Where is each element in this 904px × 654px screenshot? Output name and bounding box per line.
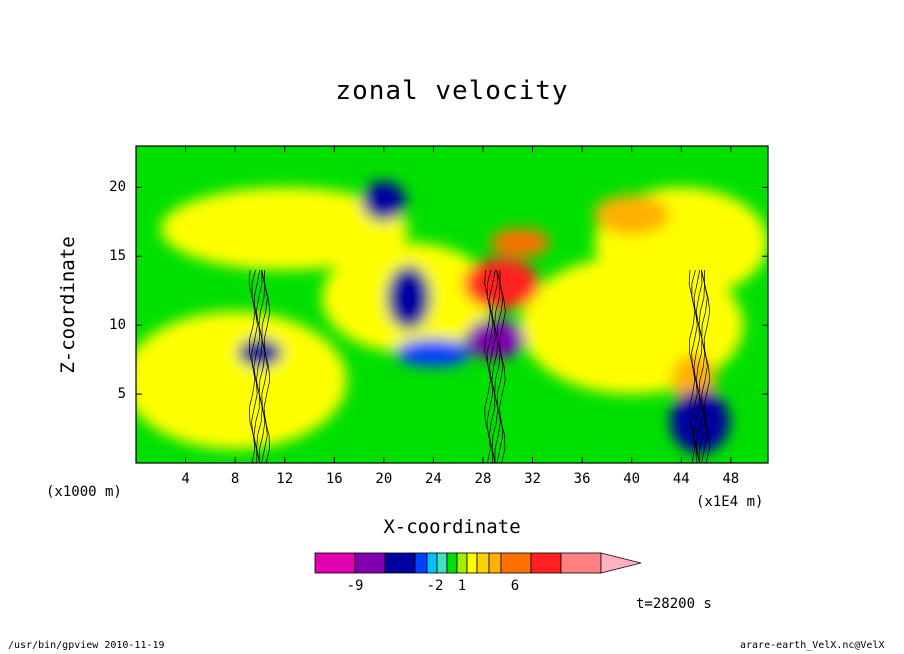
colorbar-segment (488, 552, 502, 574)
y-axis-label: Z-coordinate (57, 236, 79, 374)
colorbar-segment (476, 552, 490, 574)
colorbar-segment (500, 552, 532, 574)
colorbar-segment (456, 552, 468, 574)
chart-title: zonal velocity (335, 76, 569, 106)
contour-line (258, 269, 266, 463)
field-feature (361, 181, 406, 222)
field-band (136, 311, 347, 450)
colorbar-segment (436, 552, 448, 574)
x-unit-right: (x1E4 m) (696, 494, 764, 510)
x-tick-label: 24 (424, 471, 442, 487)
plot-frame (135, 145, 769, 464)
contour-line (253, 269, 261, 463)
colorbar-segment (426, 552, 438, 574)
contour-line (489, 269, 496, 463)
colorbar-arrow (600, 552, 642, 574)
x-tick-label: 36 (573, 471, 591, 487)
y-tick-label: 5 (117, 386, 126, 403)
x-tick-label: 32 (524, 471, 541, 487)
colorbar-segment (446, 552, 458, 574)
footer-program-date: /usr/bin/gpview 2010-11-19 (8, 640, 165, 651)
y-tick-label: 10 (109, 317, 126, 334)
velocity-field (136, 146, 768, 463)
x-tick-marks (185, 146, 732, 463)
colorbar-segment (560, 552, 602, 574)
colorbar-label: -9 (346, 578, 364, 594)
y-tick-marks (136, 186, 768, 395)
colorbar-segment (530, 552, 562, 574)
x-tick-label: 16 (325, 471, 343, 487)
y-tick-label: 15 (109, 248, 126, 265)
contour-line (695, 269, 703, 463)
field-feature (386, 265, 431, 330)
field-feature (395, 338, 472, 367)
x-tick-label: 4 (181, 471, 190, 487)
colorbar-label: 6 (510, 578, 520, 594)
colorbar (314, 552, 642, 574)
colorbar-segment (414, 552, 428, 574)
contour-line (494, 269, 501, 463)
colorbar-label: -2 (426, 578, 444, 594)
x-unit-left: (x1000 m) (46, 484, 122, 500)
x-tick-label: 12 (276, 471, 294, 487)
contour-line (496, 269, 504, 463)
colorbar-segment (354, 552, 386, 574)
field-feature (669, 389, 730, 454)
contour-line (703, 269, 711, 463)
contour-line (261, 269, 268, 463)
footer-file-variable: arare-earth_VelX.nc@VelX (740, 640, 885, 651)
time-label: t=28200 s (636, 596, 712, 612)
contour-line (256, 269, 263, 463)
x-tick-label: 20 (375, 471, 393, 487)
colorbar-segment (384, 552, 416, 574)
field-band (160, 187, 409, 271)
colorbar-label: 1 (457, 578, 467, 594)
contour-line (698, 269, 706, 463)
x-tick-label: 44 (672, 471, 690, 487)
contour-line (499, 270, 506, 463)
colorbar-segment (466, 552, 478, 574)
field-feature (237, 338, 282, 367)
x-tick-label: 48 (722, 471, 740, 487)
y-tick-label: 20 (109, 179, 126, 196)
field-feature (463, 257, 540, 310)
contour-line (693, 269, 701, 463)
contour-line (263, 269, 271, 463)
x-tick-label: 28 (474, 471, 492, 487)
field-feature (490, 228, 551, 257)
contour-lines (248, 269, 711, 463)
contour-line (491, 269, 499, 463)
x-tick-label: 40 (623, 471, 641, 487)
x-tick-label: 8 (230, 471, 240, 487)
x-axis-label: X-coordinate (383, 516, 521, 538)
colorbar-segment (314, 552, 356, 574)
contour-line (701, 269, 708, 463)
field-feature (593, 194, 670, 235)
